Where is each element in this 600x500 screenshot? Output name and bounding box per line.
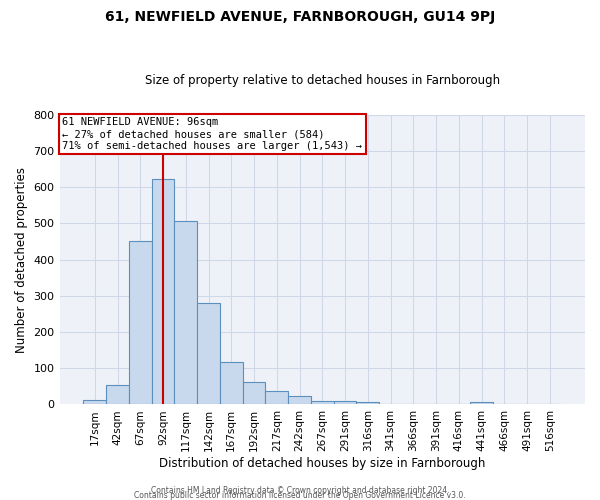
Bar — [470, 402, 493, 404]
Text: 61 NEWFIELD AVENUE: 96sqm
← 27% of detached houses are smaller (584)
71% of semi: 61 NEWFIELD AVENUE: 96sqm ← 27% of detac… — [62, 118, 362, 150]
Bar — [175, 222, 197, 404]
Bar — [106, 384, 129, 404]
Bar — [356, 402, 379, 404]
X-axis label: Distribution of detached houses by size in Farnborough: Distribution of detached houses by size … — [159, 457, 485, 470]
Bar — [265, 391, 288, 404]
Bar — [311, 401, 334, 404]
Bar — [129, 242, 152, 404]
Bar — [197, 303, 220, 404]
Text: 61, NEWFIELD AVENUE, FARNBOROUGH, GU14 9PJ: 61, NEWFIELD AVENUE, FARNBOROUGH, GU14 9… — [105, 10, 495, 24]
Title: Size of property relative to detached houses in Farnborough: Size of property relative to detached ho… — [145, 74, 500, 87]
Text: Contains public sector information licensed under the Open Government Licence v3: Contains public sector information licen… — [134, 491, 466, 500]
Bar — [152, 178, 175, 404]
Bar — [334, 401, 356, 404]
Bar — [83, 400, 106, 404]
Y-axis label: Number of detached properties: Number of detached properties — [15, 166, 28, 352]
Bar — [220, 362, 242, 405]
Bar — [242, 382, 265, 404]
Bar — [288, 396, 311, 404]
Text: Contains HM Land Registry data © Crown copyright and database right 2024.: Contains HM Land Registry data © Crown c… — [151, 486, 449, 495]
